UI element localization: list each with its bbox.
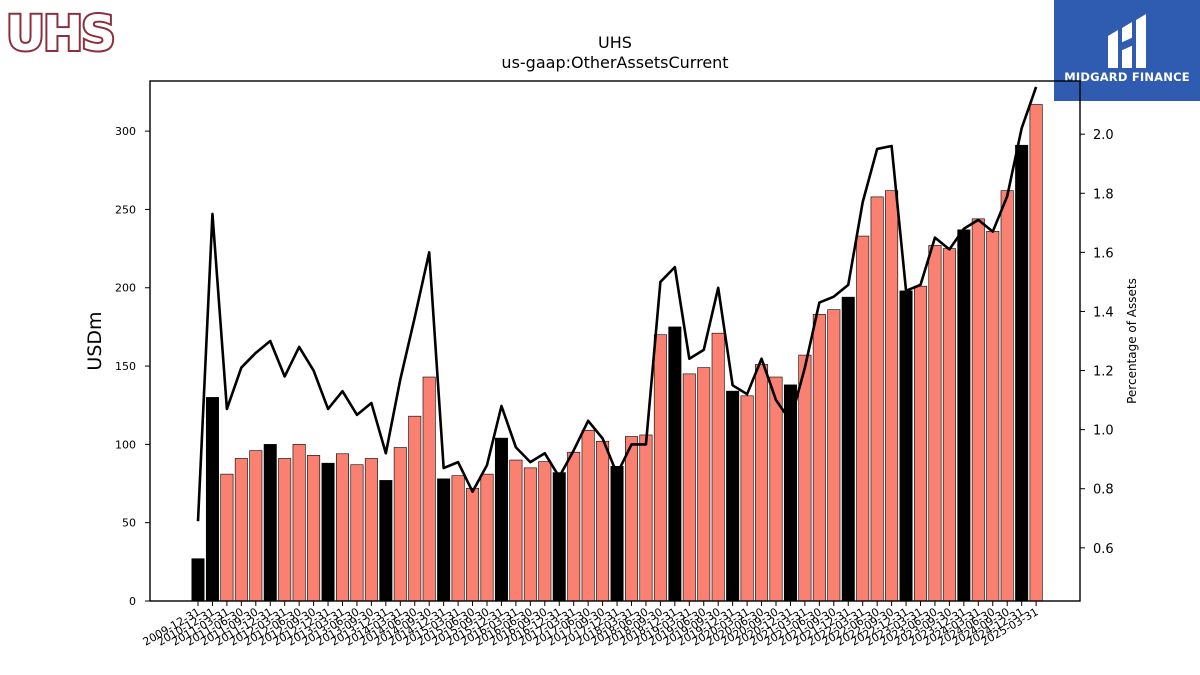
annual-bar [494,437,508,602]
quarter-bar [466,487,480,602]
quarter-bar [307,455,321,602]
quarter-bar [393,447,407,602]
quarter-bar [422,376,436,602]
quarter-bar [451,475,465,602]
y-tick-label: 150 [115,360,136,373]
annual-bar [191,558,205,602]
quarter-bar [364,458,378,602]
midgard-finance-logo: MIDGARD FINANCE [1054,0,1200,101]
quarter-bar [523,467,537,602]
quarter-bar [986,231,1000,602]
quarter-bar [653,334,667,602]
quarter-bar [856,235,870,602]
y-tick-label: 0 [129,595,136,608]
quarter-bar [596,440,610,602]
quarter-bar [509,459,523,602]
midgard-mark-icon [1108,14,1146,68]
annual-bar [1015,144,1029,602]
uhs-logo: UHS [4,4,124,64]
quarter-bar [220,473,234,602]
uhs-logo-text: UHS [6,6,114,60]
y-axis-label: USDm [84,311,106,370]
quarter-bar [1029,104,1043,602]
quarter-bar [885,190,899,602]
annual-bar [379,480,393,602]
y2-tick-label: 0.8 [1093,483,1114,498]
chart-subtitle: us-gaap:OtherAssetsCurrent [501,53,728,72]
quarter-bar [827,309,841,602]
y2-tick-label: 0.6 [1093,542,1114,557]
percentage-line [196,86,1038,522]
quarter-bar [769,376,783,602]
quarter-bar [335,453,349,602]
y-tick-label: 200 [115,282,136,295]
chart-title: UHS [598,33,632,52]
quarter-bar [292,444,306,602]
quarter-bar [971,218,985,602]
quarter-bar [682,373,696,602]
annual-bar [205,397,219,602]
plot-layer: 0 50 100 150 200 250 300 0.6 0.8 1.0 1.2 1.4 1.6 1.8 2… [115,80,1114,649]
quarter-bar [740,395,754,602]
annual-bar [899,290,913,602]
annual-bar [263,444,277,602]
quarter-bar [350,464,364,602]
annual-bar [610,465,624,602]
y2-tick-label: 1.2 [1093,365,1114,380]
quarter-bar [697,367,711,602]
y-tick-label: 250 [115,203,136,216]
annual-bar [321,462,335,602]
y2-tick-label: 1.4 [1093,305,1114,320]
quarter-bar [755,364,769,602]
y2-tick-label: 1.0 [1093,424,1114,439]
y-tick-label: 300 [115,125,136,138]
quarter-bar [1000,190,1014,602]
plot-frame [149,80,1081,602]
y2-tick-label: 1.6 [1093,246,1114,261]
quarter-bar [278,458,292,602]
quarter-bar [538,461,552,602]
quarter-bar [408,415,422,602]
annual-bar [437,478,451,602]
annual-bar [957,229,971,602]
quarter-bar [480,473,494,602]
quarter-bar [567,451,581,602]
quarter-bar [913,285,927,602]
annual-bar [668,326,682,602]
quarter-bar [928,245,942,602]
y2-axis-label: Percentage of Assets [1125,278,1139,404]
annual-bar [552,472,566,602]
y2-tick-label: 2.0 [1093,128,1114,143]
quarter-bar [711,332,725,602]
quarter-bar [581,429,595,602]
quarter-bar [812,314,826,602]
annual-bar [726,390,740,602]
quarter-bar [234,458,248,602]
quarter-bar [624,436,638,602]
y2-tick-label: 1.8 [1093,187,1114,202]
annual-bar [841,296,855,602]
quarter-bar [798,354,812,602]
midgard-brand-text: MIDGARD FINANCE [1064,70,1190,84]
y-tick-label: 50 [122,517,136,530]
y-tick-label: 100 [115,438,136,451]
quarter-bar [249,450,263,602]
quarter-bar [639,434,653,602]
quarter-bar [870,196,884,602]
quarter-bar [942,248,956,602]
